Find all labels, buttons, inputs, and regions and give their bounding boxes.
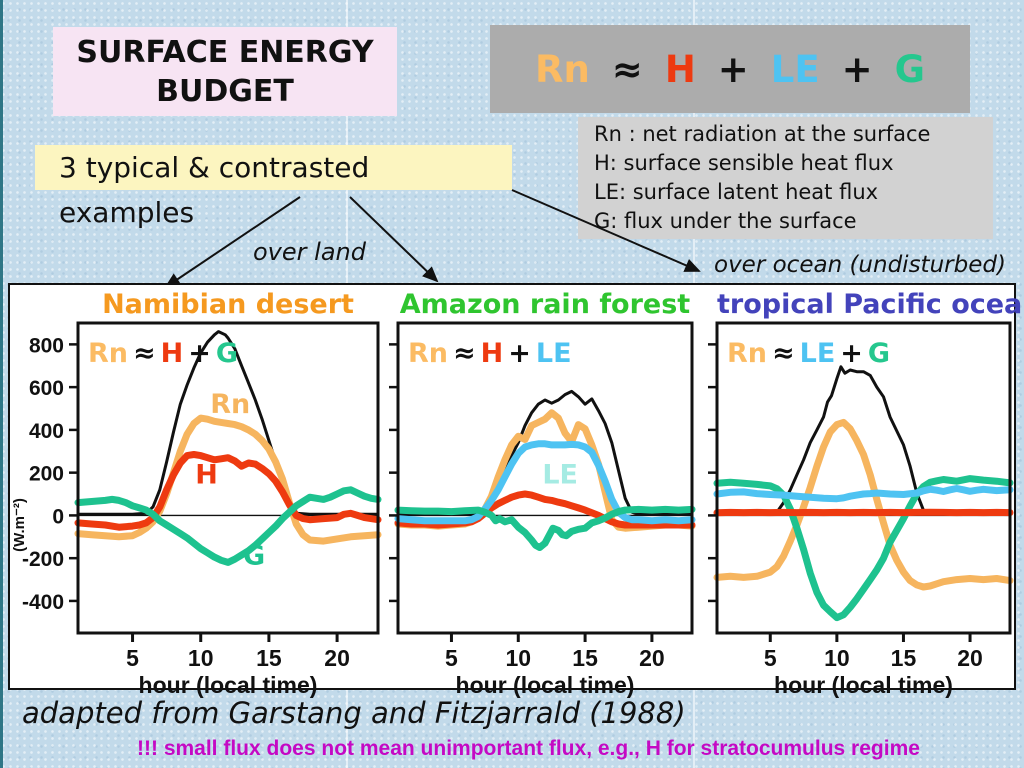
series-H bbox=[74, 451, 382, 531]
chart-equation-term-≈: ≈ bbox=[772, 338, 795, 369]
chart-title-amazon-rain-forest: Amazon rain forest bbox=[399, 289, 691, 320]
y-tick-label: 600 bbox=[29, 377, 64, 400]
plot-frame bbox=[76, 321, 380, 635]
series-G bbox=[713, 475, 1014, 622]
x-tick-label: 20 bbox=[957, 645, 983, 671]
x-tick-label: 15 bbox=[256, 645, 282, 671]
x-tick-label: 5 bbox=[764, 645, 777, 671]
annotation-over-ocean: over ocean (undisturbed) bbox=[714, 252, 1006, 278]
x-axis-label: hour (local time) bbox=[139, 672, 318, 698]
series-H bbox=[713, 508, 1014, 517]
equation-term-Rn: Rn bbox=[534, 47, 590, 91]
curve-label-LE: LE bbox=[542, 459, 578, 490]
chart-equation-term-H: H bbox=[481, 338, 504, 369]
definitions-box: Rn : net radiation at the surface H: sur… bbox=[578, 117, 993, 239]
x-axis-label: hour (local time) bbox=[456, 672, 635, 698]
definition-g: G: flux under the surface bbox=[594, 208, 857, 233]
y-tick-label: 800 bbox=[29, 334, 64, 357]
series-Rn bbox=[713, 418, 1014, 591]
chart-equation-term-Rn: Rn bbox=[727, 338, 767, 369]
chart-equation-term-+: + bbox=[840, 338, 863, 369]
series-LE bbox=[713, 485, 1014, 503]
curve-label-Rn: Rn bbox=[210, 389, 250, 420]
x-tick-label: 20 bbox=[639, 645, 665, 671]
x-tick-label: 15 bbox=[891, 645, 917, 671]
series-LE bbox=[394, 440, 696, 525]
credit-text: adapted from Garstang and Fitzjarrald (1… bbox=[22, 696, 686, 730]
chart-equation-term-G: G bbox=[868, 338, 890, 369]
chart-equation: Rn ≈ H + G bbox=[88, 338, 238, 369]
slide-edge-strip bbox=[0, 0, 3, 768]
series-G bbox=[394, 505, 696, 551]
title-box: SURFACE ENERGY BUDGET bbox=[53, 27, 397, 116]
chart-equation: Rn ≈ H + LE bbox=[408, 338, 572, 369]
slide-subtitle: 3 typical & contrasted examples bbox=[59, 151, 370, 229]
x-tick-label: 10 bbox=[188, 645, 214, 671]
y-tick-label: 200 bbox=[29, 463, 64, 486]
equation-term-+: + bbox=[717, 47, 749, 91]
series-G bbox=[74, 486, 382, 566]
chart-title-namibian-desert: Namibian desert bbox=[102, 289, 354, 320]
chart-equation-term-Rn: Rn bbox=[408, 338, 448, 369]
equation-term-H: H bbox=[664, 47, 696, 91]
charts-panel bbox=[8, 283, 1016, 690]
chart-equation-term-≈: ≈ bbox=[453, 338, 476, 369]
x-tick-label: 20 bbox=[324, 645, 350, 671]
main-equation: Rn ≈ H + LE + G bbox=[490, 25, 970, 113]
warning-text: !!! small flux does not mean unimportant… bbox=[137, 737, 920, 760]
y-tick-label: -200 bbox=[22, 548, 64, 571]
slide-title: SURFACE ENERGY BUDGET bbox=[76, 34, 374, 109]
x-tick-label: 5 bbox=[445, 645, 458, 671]
equation-term-≈: ≈ bbox=[611, 47, 643, 91]
definition-rn: Rn : net radiation at the surface bbox=[594, 122, 931, 146]
chart-equation-term-LE: LE bbox=[800, 338, 836, 369]
chart-equation-term-+: + bbox=[188, 338, 211, 369]
x-tick-label: 10 bbox=[505, 645, 531, 671]
chart-equation-term-G: G bbox=[216, 338, 238, 369]
x-tick-label: 15 bbox=[572, 645, 598, 671]
annotation-over-land: over land bbox=[253, 238, 366, 266]
series-Rn bbox=[74, 414, 382, 545]
x-tick-label: 10 bbox=[824, 645, 850, 671]
subtitle-box: 3 typical & contrasted examples bbox=[35, 145, 512, 229]
chart-title-tropical-pacific-ocean: tropical Pacific ocean bbox=[717, 289, 1024, 320]
plot-frame bbox=[396, 321, 694, 635]
chart-equation-term-Rn: Rn bbox=[88, 338, 128, 369]
definition-le: LE: surface latent heat flux bbox=[594, 179, 879, 204]
y-tick-label: 400 bbox=[29, 420, 64, 443]
y-tick-label: 0 bbox=[52, 505, 64, 528]
chart-equation: Rn ≈ LE + G bbox=[727, 338, 890, 369]
chart-equation-term-LE: LE bbox=[536, 338, 572, 369]
chart-equation-term-+: + bbox=[508, 338, 531, 369]
x-axis-label: hour (local time) bbox=[774, 672, 953, 698]
equation-term-LE: LE bbox=[770, 47, 820, 91]
y-tick-label: -400 bbox=[22, 591, 64, 614]
chart-equation-term-H: H bbox=[161, 338, 184, 369]
curve-label-G: G bbox=[243, 541, 265, 572]
y-axis-label: (W.m⁻²) bbox=[11, 498, 28, 552]
x-tick-label: 5 bbox=[126, 645, 139, 671]
curve-label-H: H bbox=[195, 459, 218, 490]
equation-term-+: + bbox=[841, 47, 873, 91]
equation-term-G: G bbox=[894, 47, 926, 91]
chart-equation-term-≈: ≈ bbox=[133, 338, 156, 369]
definition-h: H: surface sensible heat flux bbox=[594, 150, 894, 175]
plot-frame bbox=[715, 321, 1012, 635]
